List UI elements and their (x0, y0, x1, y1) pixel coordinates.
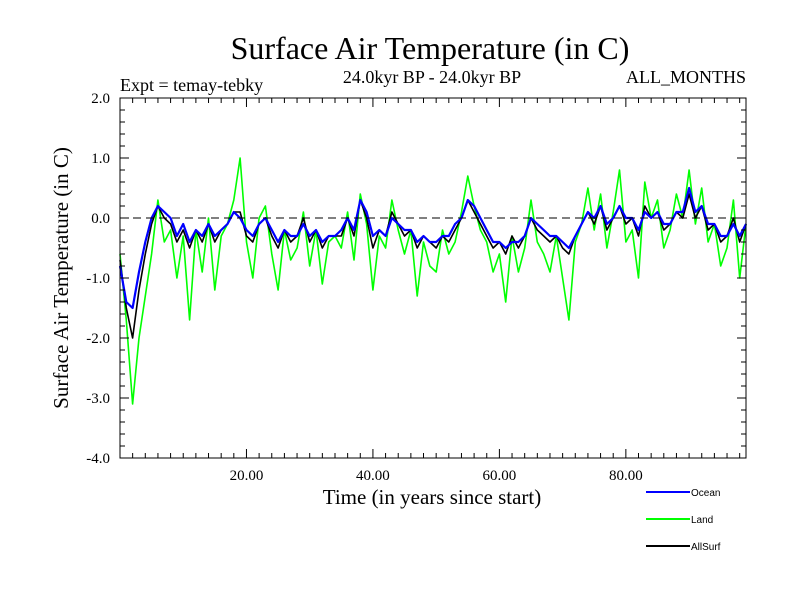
y-tick-label: -4.0 (86, 451, 110, 467)
legend-label-allsurf: AllSurf (691, 542, 721, 553)
series-line-ocean (118, 186, 747, 310)
x-axis-label: Time (in years since start) (323, 485, 542, 509)
plot-area: 20.00 40.00 60.00 80.00 -4.0 -3.0 -2.0 -1.0 0.0 1… (86, 91, 747, 484)
x-tick-label: 60.00 (483, 468, 517, 484)
y-tick-label: 0.0 (91, 211, 110, 227)
y-tick-label: -1.0 (86, 271, 110, 287)
chart-title: Surface Air Temperature (in C) (231, 30, 630, 66)
x-tick-label: 80.00 (609, 468, 643, 484)
y-tick-label: 2.0 (91, 91, 110, 107)
y-axis-label: Surface Air Temperature (in C) (49, 147, 73, 409)
legend-label-ocean: Ocean (691, 488, 720, 499)
chart-subtitle: 24.0kyr BP - 24.0kyr BP (343, 67, 521, 87)
y-tick-label: 1.0 (91, 151, 110, 167)
legend: Ocean Land AllSurf (646, 488, 721, 553)
experiment-label: Expt = temay-tebky (120, 75, 263, 95)
y-tick-label: -3.0 (86, 391, 110, 407)
y-tick-label: -2.0 (86, 331, 110, 347)
series-line-land (119, 157, 747, 405)
months-label: ALL_MONTHS (626, 67, 746, 87)
x-tick-label: 40.00 (356, 468, 390, 484)
x-tick-label: 20.00 (230, 468, 264, 484)
legend-label-land: Land (691, 515, 713, 526)
